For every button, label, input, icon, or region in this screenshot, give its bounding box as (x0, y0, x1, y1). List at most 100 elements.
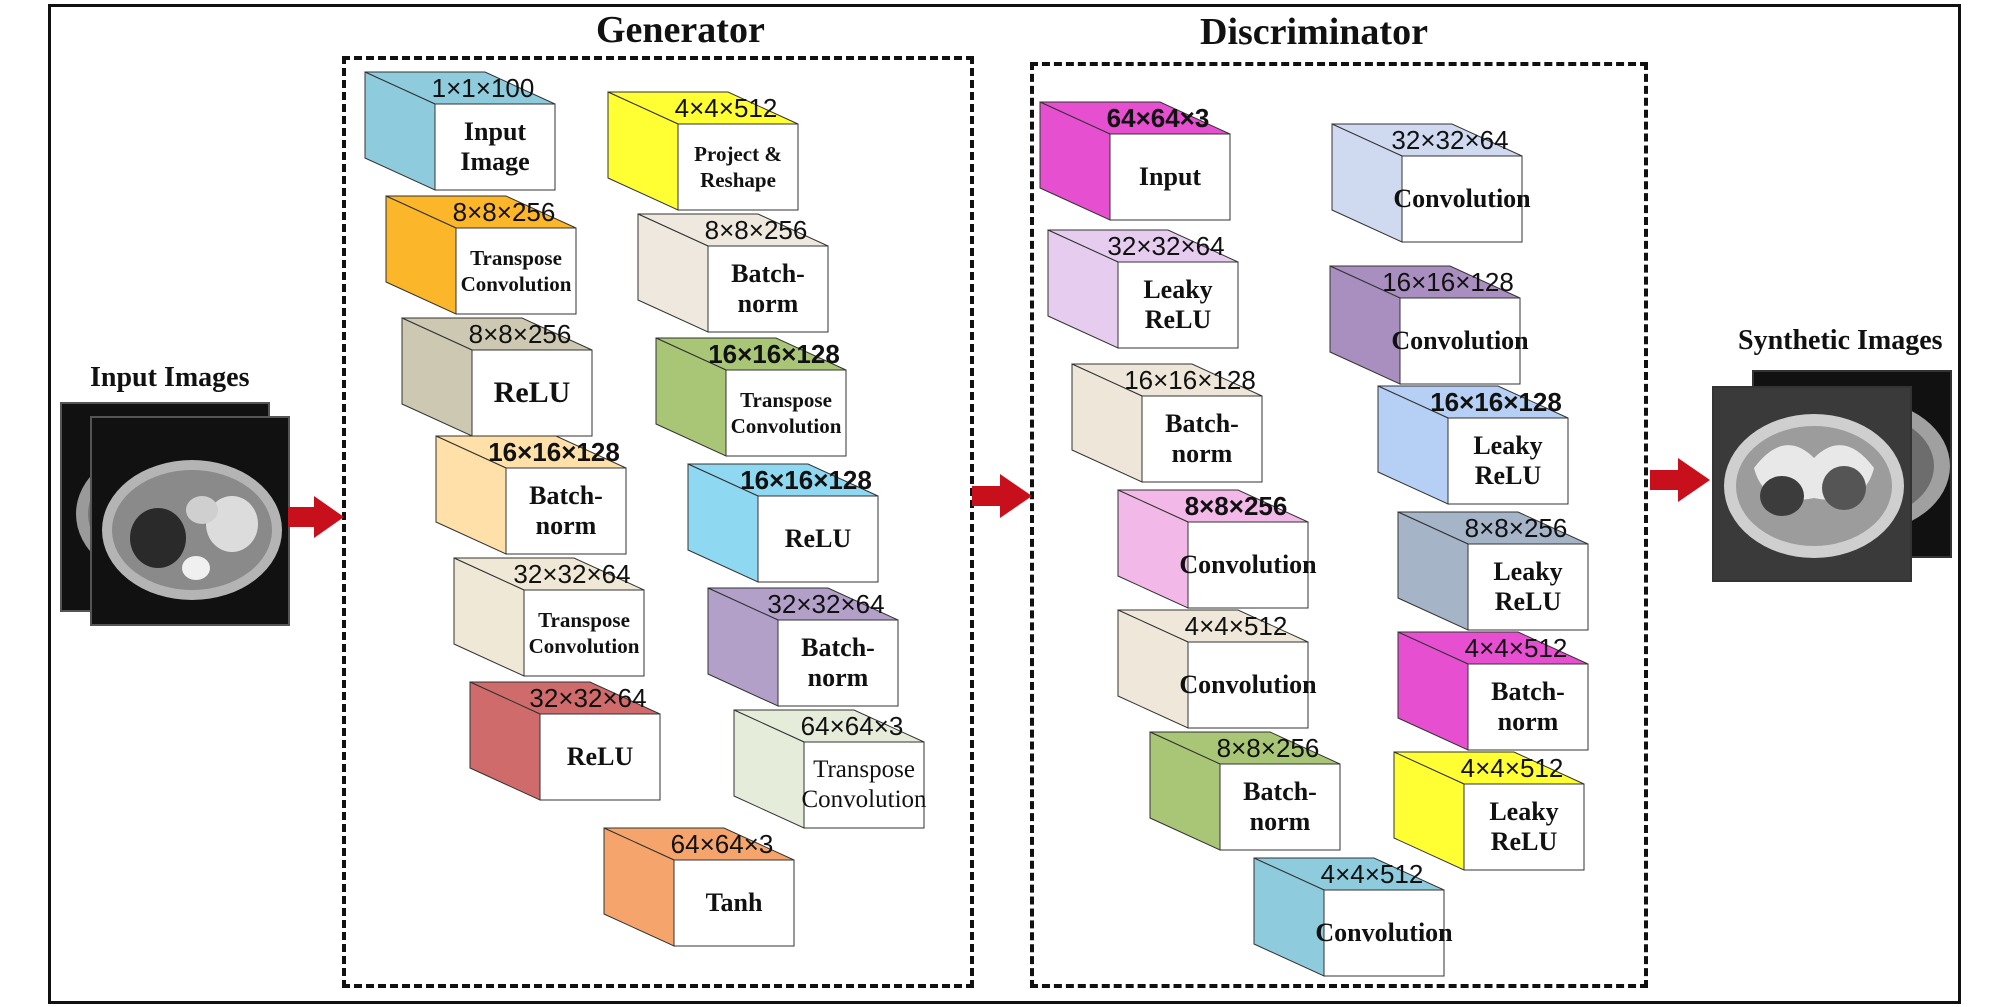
gen-block-dim: 1×1×100 (431, 73, 535, 103)
disc-block-batchnorm-3: 8×8×256 Batch- norm (1149, 731, 1341, 851)
gen-block-project-reshape: 4×4×512 Project & Reshape (607, 91, 799, 211)
block-shape (1117, 489, 1309, 609)
arrow-icon-input-to-generator (288, 496, 344, 538)
block-shape (1149, 731, 1341, 851)
block-front-face (1219, 763, 1341, 851)
disc-block-convolution-4: 4×4×512 Convolution (1117, 609, 1317, 729)
block-shape (687, 463, 879, 583)
disc-block-dim: 16×16×128 (1124, 365, 1256, 395)
gen-block-dim: 64×64×3 (800, 711, 904, 741)
block-shape (1331, 123, 1523, 243)
gen-block-dim: 8×8×256 (704, 215, 808, 245)
gen-block-dim: 32×32×64 (529, 683, 647, 713)
disc-block-convolution-3: 8×8×256 Convolution (1117, 489, 1317, 609)
block-shape (655, 337, 847, 457)
block-front-face (1109, 133, 1231, 221)
block-front-face (1187, 641, 1309, 729)
input-ct-image-front (90, 416, 290, 626)
gen-block-label: ReLU (784, 524, 852, 553)
block-front-face (471, 349, 593, 437)
block-front-face (1117, 261, 1239, 349)
gen-block-dim: 16×16×128 (488, 437, 620, 467)
disc-block-label: Batch- norm (1491, 677, 1565, 736)
gen-block-batchnorm-2: 16×16×128 Batch- norm (435, 435, 627, 555)
input-ct-images (60, 402, 290, 627)
gen-block-transpose-conv-4: 64×64×3 Transpose Convolution (733, 709, 927, 829)
block-front-face (1399, 297, 1521, 385)
block-shape (1393, 751, 1585, 871)
block-shape (453, 557, 645, 677)
block-front-face (777, 619, 899, 707)
block-front-face (505, 467, 627, 555)
block-shape (603, 827, 795, 947)
gen-block-dim: 32×32×64 (513, 559, 631, 589)
gen-block-label: Transpose Convolution (801, 756, 927, 813)
gen-block-relu-2: 16×16×128 ReLU (687, 463, 879, 583)
gen-block-tanh: 64×64×3 Tanh (603, 827, 795, 947)
block-shape (1047, 229, 1239, 349)
disc-block-dim: 8×8×256 (1216, 733, 1320, 763)
disc-block-label: Convolution (1179, 550, 1317, 579)
block-shape (1117, 609, 1309, 729)
disc-block-dim: 8×8×256 (1184, 491, 1288, 521)
input-images-title: Input Images (90, 362, 250, 393)
disc-block-leaky-relu-4: 4×4×512 Leaky ReLU (1393, 751, 1585, 871)
block-front-face (1447, 417, 1569, 505)
gen-block-batchnorm-3: 32×32×64 Batch- norm (707, 587, 899, 707)
block-shape (1071, 363, 1263, 483)
figure-frame (48, 4, 1961, 1004)
disc-block-dim: 4×4×512 (1184, 611, 1288, 641)
block-front-face (455, 227, 577, 315)
gen-block-label: ReLU (566, 742, 634, 771)
block-shape (1397, 511, 1589, 631)
discriminator-panel (1030, 62, 1648, 988)
gen-block-label: Tanh (705, 888, 763, 917)
disc-block-convolution-1: 32×32×64 Convolution (1331, 123, 1531, 243)
gen-block-dim: 16×16×128 (740, 465, 872, 495)
block-shape (733, 709, 925, 829)
gen-block-label: Input Image (460, 117, 530, 176)
block-front-face (523, 589, 645, 677)
gen-block-label: Transpose Convolution (460, 246, 572, 296)
disc-block-label: Input (1138, 162, 1202, 191)
gen-block-label: Project & Reshape (694, 142, 782, 192)
gen-block-dim: 4×4×512 (674, 93, 778, 123)
block-shape (364, 71, 556, 191)
discriminator-title: Discriminator (1200, 11, 1428, 53)
disc-block-dim: 4×4×512 (1320, 859, 1424, 889)
arrow-icon-discriminator-to-output (1650, 458, 1710, 502)
gen-block-dim: 32×32×64 (767, 589, 885, 619)
disc-block-convolution-2: 16×16×128 Convolution (1329, 265, 1529, 385)
disc-block-dim: 32×32×64 (1107, 231, 1225, 261)
gen-block-transpose-conv-2: 16×16×128 Transpose Convolution (655, 337, 847, 457)
gen-block-label: Batch- norm (731, 259, 805, 318)
block-shape (385, 195, 577, 315)
gen-block-relu-1: 8×8×256 ReLU (401, 317, 593, 437)
gen-block-label: Batch- norm (801, 633, 875, 692)
block-front-face (1401, 155, 1523, 243)
disc-block-dim: 4×4×512 (1460, 753, 1564, 783)
gen-block-dim: 8×8×256 (452, 197, 556, 227)
arrow-icon-generator-to-discriminator (972, 474, 1032, 518)
disc-block-label: Batch- norm (1243, 777, 1317, 836)
block-front-face (1467, 663, 1589, 751)
block-shape (707, 587, 899, 707)
disc-block-batchnorm-2: 4×4×512 Batch- norm (1397, 631, 1589, 751)
block-front-face (1141, 395, 1263, 483)
disc-block-convolution-5: 4×4×512 Convolution (1253, 857, 1453, 977)
gen-block-input-image: 1×1×100 Input Image (364, 71, 556, 191)
block-front-face (1187, 521, 1309, 609)
disc-block-label: Leaky ReLU (1473, 431, 1543, 490)
block-front-face (677, 123, 799, 211)
disc-block-label: Convolution (1393, 184, 1531, 213)
disc-block-dim: 8×8×256 (1464, 513, 1568, 543)
block-shape (469, 681, 661, 801)
block-shape (435, 435, 627, 555)
disc-block-dim: 16×16×128 (1430, 387, 1562, 417)
disc-block-label: Leaky ReLU (1489, 797, 1559, 856)
disc-block-dim: 64×64×3 (1106, 103, 1210, 133)
gen-block-label: Transpose Convolution (730, 388, 842, 438)
block-shape (401, 317, 593, 437)
disc-block-leaky-relu-2: 16×16×128 Leaky ReLU (1377, 385, 1569, 505)
generator-panel (342, 56, 974, 988)
